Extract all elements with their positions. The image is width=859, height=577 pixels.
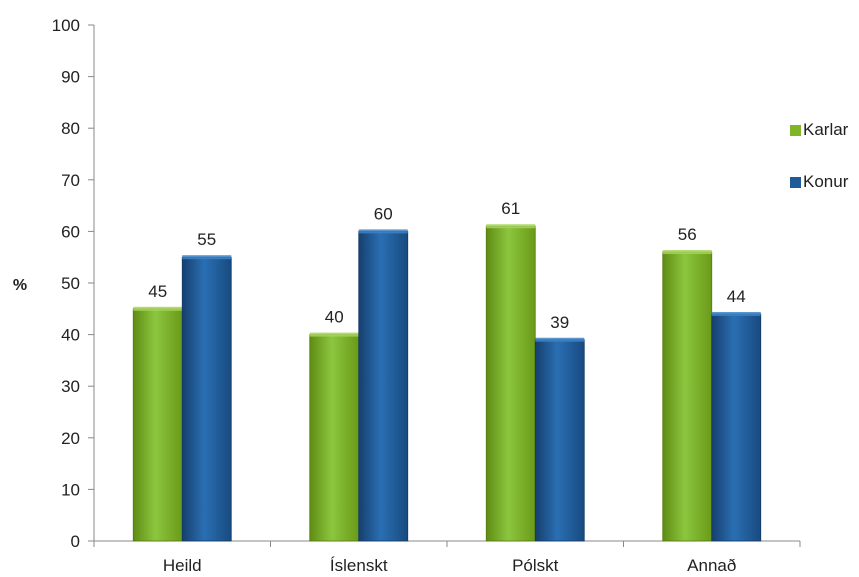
y-tick-label: 100 [52,16,80,35]
y-tick-label: 10 [61,480,80,499]
legend-item-karlar: Karlar [790,120,848,140]
legend-swatch-konur [790,176,801,188]
x-category-label: Heild [163,556,202,575]
bar-karlar [662,251,713,542]
x-category-label: Annað [687,556,736,575]
y-tick-label: 30 [61,377,80,396]
data-label: 60 [374,204,393,223]
bars [132,224,762,542]
legend-swatch-karlar [790,124,801,136]
y-tick-label: 90 [61,68,80,87]
data-label: 56 [678,225,697,244]
data-label: 44 [727,287,746,306]
bar-konur [358,230,409,542]
bar-top-cap [662,250,712,255]
bar-konur [181,256,232,542]
data-label: 40 [325,308,344,327]
data-label: 61 [501,199,520,218]
bar-top-cap [486,224,536,229]
y-tick-label: 50 [61,274,80,293]
legend: Karlar Konur [790,120,848,224]
bar-konur [534,339,585,542]
bar-karlar [485,225,536,542]
data-label: 39 [550,313,569,332]
data-labels: 45 55 40 60 61 39 56 44 [148,199,745,332]
y-tick-label: 40 [61,326,80,345]
y-tick-label: 60 [61,222,80,241]
bar-top-cap [711,311,761,316]
legend-label-karlar: Karlar [803,120,849,139]
bar-top-cap [182,255,232,260]
bar-top-cap [133,306,183,311]
y-tick-label: 70 [61,171,80,190]
y-axis-label: % [13,277,27,294]
bar-top-cap [535,337,585,342]
bar-konur [711,313,762,542]
y-tick-label: 80 [61,119,80,138]
y-tick-label: 0 [71,532,80,551]
data-label: 55 [197,230,216,249]
legend-item-konur: Konur [790,172,848,192]
x-category-label: Íslenskt [330,556,388,575]
axes: 0 10 20 30 40 50 60 70 80 90 100 Heild Íslenskt Pólsk… [52,16,801,575]
x-category-label: Pólskt [512,556,559,575]
bar-top-cap [358,229,408,234]
bar-karlar [132,308,183,542]
y-tick-label: 20 [61,429,80,448]
bar-top-cap [309,332,359,337]
legend-label-konur: Konur [803,172,849,191]
data-label: 45 [148,282,167,301]
bar-karlar [309,334,360,542]
